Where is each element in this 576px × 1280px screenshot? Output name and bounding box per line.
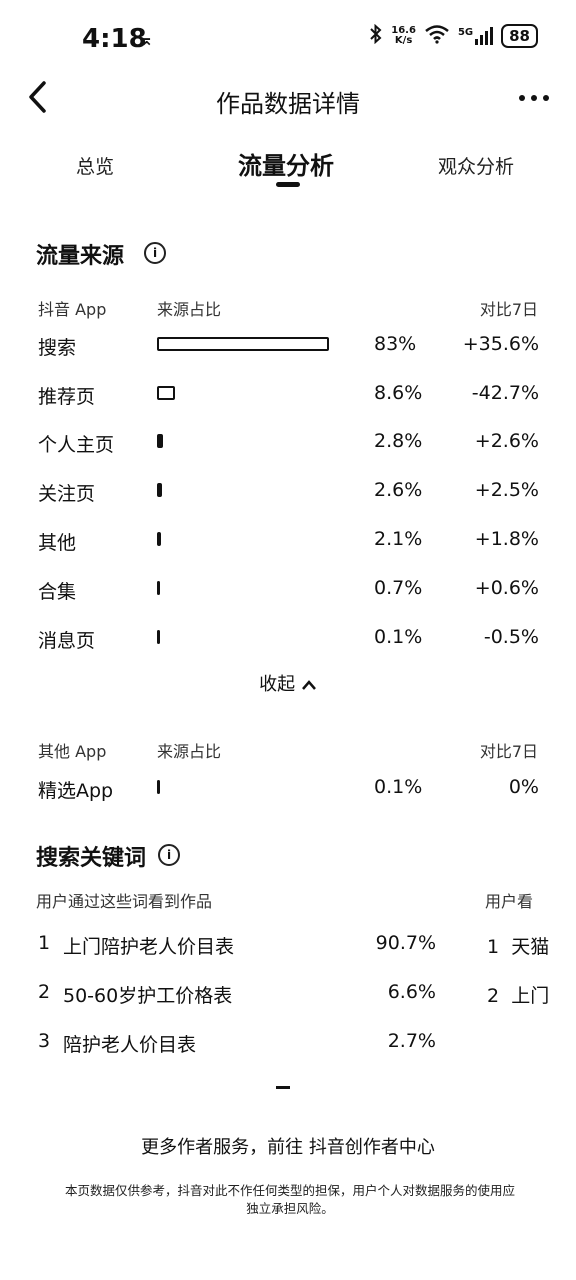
creator-center-link[interactable]: 更多作者服务，前往 抖音创作者中心 — [141, 1137, 435, 1158]
source-ratio-bar — [157, 386, 175, 400]
search-keywords-info-icon[interactable]: i — [158, 844, 180, 866]
other-compare-column-header: 对比7日 — [479, 742, 538, 761]
chevron-up-icon — [301, 675, 317, 696]
source-row-pct: 8.6% — [374, 382, 423, 404]
source-ratio-bar — [157, 532, 161, 546]
source-row-pct: 2.1% — [374, 528, 423, 550]
other-source-row-name: 精选App — [38, 780, 114, 802]
source-row-diff: -42.7% — [471, 382, 539, 404]
source-row-diff: +2.5% — [474, 479, 539, 501]
source-ratio-bar — [157, 630, 160, 644]
source-row-name: 推荐页 — [38, 386, 96, 408]
battery-indicator: 88 — [501, 24, 538, 48]
source-ratio-bar — [157, 337, 329, 351]
network-speed: 16.6 K/s — [391, 26, 416, 46]
network-speed-unit: K/s — [394, 35, 413, 46]
keyword-rank: 2 — [38, 981, 51, 1003]
other-source-ratio-bar — [157, 780, 160, 794]
keyword-secondary-rank: 1 — [487, 936, 500, 958]
keyword-text: 上门陪护老人价目表 — [63, 936, 235, 958]
disclaimer-line: 本页数据仅供参考，抖音对此不作任何类型的担保，用户个人对数据服务的使用应 — [64, 1183, 515, 1198]
keyword-rank: 1 — [38, 932, 51, 954]
search-keywords-title: 搜索关键词 — [36, 846, 147, 871]
source-row-diff: +0.6% — [474, 577, 539, 599]
source-row-pct: 2.8% — [374, 430, 423, 452]
source-row-diff: +2.6% — [474, 430, 539, 452]
source-row-name: 其他 — [38, 532, 77, 554]
collapse-button[interactable]: 收起 — [0, 670, 576, 696]
page-title: 作品数据详情 — [216, 90, 360, 118]
keywords-secondary-column: 1 天猫 2 上门 — [487, 930, 576, 1060]
source-ratio-bar — [157, 581, 160, 595]
keyword-secondary-row: 1 天猫 — [487, 932, 549, 959]
source-ratio-bar — [157, 434, 163, 448]
keywords-caption-secondary: 用户看 — [485, 892, 534, 911]
source-row-pct: 2.6% — [374, 479, 423, 501]
status-icons: 16.6 K/s 5G 88 — [369, 23, 538, 48]
other-app-column-header: 其他 App — [38, 742, 107, 761]
wifi-icon — [424, 24, 450, 48]
tab-overview[interactable]: 总览 — [76, 156, 115, 178]
disclaimer: 本页数据仅供参考，抖音对此不作任何类型的担保，用户个人对数据服务的使用应 独立承… — [20, 1182, 560, 1218]
more-options-icon[interactable] — [518, 80, 550, 110]
source-row-diff: -0.5% — [483, 626, 539, 648]
scroll-indicator — [276, 1086, 290, 1089]
disclaimer-line: 独立承担风险。 — [246, 1201, 334, 1216]
source-row-name: 搜索 — [38, 337, 77, 359]
source-row-diff: +35.6% — [462, 333, 539, 355]
network-speed-value: 16.6 — [391, 25, 416, 36]
active-tab-indicator — [276, 182, 300, 187]
keyword-text: 50-60岁护工价格表 — [63, 985, 233, 1007]
signal-icon: 5G — [457, 27, 494, 45]
other-source-row-pct: 0.1% — [374, 776, 423, 798]
network-type: 5G — [457, 27, 474, 38]
keyword-secondary-text: 上门 — [511, 985, 550, 1007]
keyword-pct: 6.6% — [387, 981, 436, 1003]
traffic-source-title: 流量来源 — [36, 244, 125, 269]
other-ratio-column-header: 来源占比 — [157, 742, 222, 761]
tab-audience-analysis[interactable]: 观众分析 — [438, 156, 515, 178]
source-row-name: 合集 — [38, 581, 77, 603]
source-row-name: 个人主页 — [38, 434, 115, 456]
keyword-text: 陪护老人价目表 — [63, 1034, 197, 1056]
keyword-pct: 2.7% — [387, 1030, 436, 1052]
ratio-column-header: 来源占比 — [157, 300, 222, 319]
status-alarm-indicator: ⌅ — [140, 30, 154, 49]
collapse-label: 收起 — [259, 674, 296, 695]
keywords-caption: 用户通过这些词看到作品 — [36, 892, 213, 911]
traffic-source-info-icon[interactable]: i — [144, 242, 166, 264]
source-row-pct: 0.7% — [374, 577, 423, 599]
keyword-pct: 90.7% — [375, 932, 436, 954]
source-row-pct: 0.1% — [374, 626, 423, 648]
bluetooth-icon — [369, 23, 383, 48]
source-ratio-bar — [157, 483, 162, 497]
tab-traffic-analysis[interactable]: 流量分析 — [238, 152, 334, 180]
keyword-secondary-text: 天猫 — [511, 936, 550, 958]
other-source-row-diff: 0% — [508, 776, 539, 798]
status-time: 4:18 — [82, 24, 147, 54]
source-row-name: 消息页 — [38, 630, 96, 652]
source-row-name: 关注页 — [38, 483, 96, 505]
keyword-secondary-rank: 2 — [487, 985, 500, 1007]
keyword-secondary-row: 2 上门 — [487, 981, 549, 1008]
back-icon[interactable] — [26, 80, 48, 121]
source-row-diff: +1.8% — [474, 528, 539, 550]
douyin-app-column-header: 抖音 App — [38, 300, 107, 319]
compare-column-header: 对比7日 — [479, 300, 538, 319]
source-row-pct: 83% — [374, 333, 417, 355]
keyword-rank: 3 — [38, 1030, 51, 1052]
